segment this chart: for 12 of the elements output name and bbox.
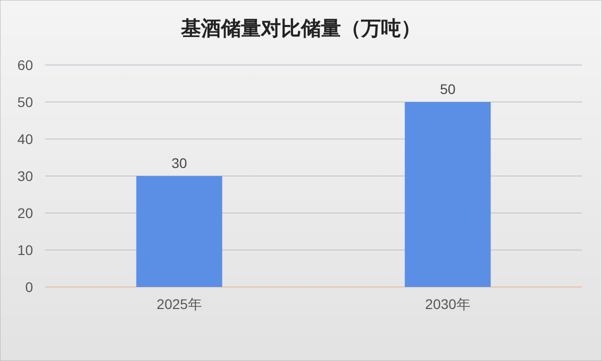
x-tick-label: 2025年 [156, 296, 202, 312]
y-tick-label: 30 [17, 168, 34, 184]
y-tick-label: 60 [17, 57, 34, 73]
data-label: 50 [440, 81, 456, 97]
chart-title: 基酒储量对比储量（万吨） [180, 18, 421, 40]
y-tick-label: 20 [17, 205, 34, 221]
y-tick-label: 0 [25, 279, 34, 295]
y-tick-label: 10 [17, 242, 34, 258]
y-tick-label: 50 [17, 94, 34, 110]
data-label: 30 [171, 155, 188, 171]
x-tick-label: 2030年 [425, 296, 470, 312]
y-tick-label: 40 [17, 131, 34, 147]
